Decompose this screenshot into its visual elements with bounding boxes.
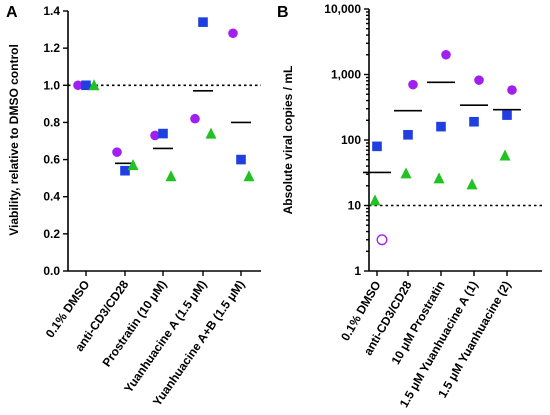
data-point-triangle (466, 178, 478, 190)
data-point-square (120, 165, 130, 176)
panel-a-y-axis: 0.0 0.2 0.4 0.6 0.8 1.0 1.2 1.4 (43, 4, 68, 278)
data-point-triangle (127, 159, 139, 171)
data-point-square (502, 110, 512, 120)
y-tick-label: 1,000 (331, 68, 361, 82)
y-tick-label: 10 (348, 199, 362, 213)
data-point-circle (190, 113, 200, 124)
data-point-triangle (165, 170, 177, 182)
y-tick-label: 1.4 (43, 4, 60, 18)
data-point-square (372, 141, 382, 152)
data-point-square (403, 130, 413, 140)
data-point-circle (150, 130, 160, 141)
y-tick-label: 0.6 (43, 153, 60, 167)
panel-a-y-axis-title: Viability, relative to DMSO control (7, 44, 21, 236)
y-tick-label: 0.8 (43, 115, 60, 129)
data-point-triangle (243, 170, 255, 182)
data-point-square (236, 154, 246, 165)
y-tick-label: 1.2 (43, 41, 60, 55)
data-point-circle (73, 80, 83, 91)
data-point-circle (408, 79, 418, 90)
data-point-circle (112, 147, 122, 157)
y-tick-label: 0.4 (43, 190, 60, 204)
data-point-triangle (499, 149, 511, 161)
panel-b-y-axis-title: Absolute viral copies / mL (281, 66, 295, 215)
data-point-square (198, 17, 208, 27)
data-point-circle (474, 75, 484, 85)
panel-b-points (369, 49, 517, 246)
data-point-triangle (433, 172, 445, 184)
data-point-circle (507, 85, 517, 95)
panel-b-y-axis: 1 10 100 1,000 10,000 (324, 2, 369, 278)
panel-a-letter: A (6, 4, 18, 21)
data-point-square (81, 80, 91, 91)
data-point-circle (228, 28, 238, 39)
panel-a-points (73, 17, 255, 182)
panel-b-letter: B (277, 4, 289, 21)
data-point-triangle (400, 167, 412, 179)
data-point-circle (376, 234, 388, 246)
data-point-triangle (88, 79, 100, 91)
panel-a-mean-lines (76, 84, 251, 165)
y-tick-label: 1.0 (43, 78, 60, 92)
y-tick-label: 1 (354, 264, 361, 278)
data-point-square (436, 121, 446, 132)
data-point-triangle (369, 194, 381, 206)
data-point-square (158, 128, 168, 139)
y-tick-label: 100 (341, 133, 361, 147)
data-point-triangle (205, 127, 217, 139)
panel-a: A Viability, relative to DMSO control 0.… (6, 4, 261, 409)
y-tick-label: 0.0 (43, 264, 60, 278)
data-point-circle (441, 49, 451, 60)
data-point-square (469, 116, 479, 127)
y-tick-label: 10,000 (324, 2, 361, 16)
panel-b: B Absolute viral copies / mL 1 10 100 1,000… (277, 2, 542, 410)
y-tick-label: 0.2 (43, 227, 60, 241)
panel-b-mean-lines (363, 81, 521, 174)
